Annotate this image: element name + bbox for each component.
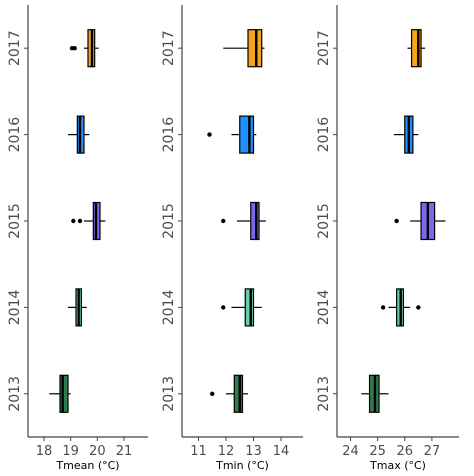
panel-1-x-tick-label: 21 [116, 444, 133, 459]
panel-3-outlier-2015 [394, 218, 399, 224]
panel-3-x-tick-label: 26 [397, 444, 414, 459]
panel-2-box-2015 [250, 201, 260, 241]
panel-2-box-2016 [239, 115, 255, 154]
panel-3-box-2017 [410, 29, 422, 68]
panel-2-y-tick-label: 2016 [161, 117, 177, 153]
panel-3-y-tick-label: 2017 [316, 30, 332, 66]
panel-2-x-axis-title: Tmin (°C) [215, 459, 269, 472]
panel-2-x-tick-label: 11 [190, 444, 207, 459]
panel-3-y-tick-label: 2015 [316, 203, 332, 239]
panel-1-outlier-2015 [71, 218, 76, 224]
panel-2-box-2017 [247, 29, 263, 68]
panel-2-outlier-2016 [207, 132, 212, 137]
panel-1-x-tick-label: 18 [36, 444, 53, 459]
panel-3-x-tick-label: 25 [369, 444, 386, 459]
panel-2-y-tick-label: 2017 [161, 30, 177, 66]
panel-2-x-tick-label: 12 [218, 444, 235, 459]
panel-1-y-tick-label: 2015 [7, 203, 23, 239]
panel-3-y-tick-label: 2014 [316, 289, 332, 325]
panel-3-y-tick-label: 2013 [316, 376, 332, 412]
panel-2-outlier-2014 [221, 305, 226, 310]
panel-3-x-axis-title: Tmax (°C) [369, 459, 426, 472]
panel-1-x-axis-title: Tmean (°C) [55, 459, 119, 472]
panel-3-y-tick-label: 2016 [316, 117, 332, 153]
panel-1-y-tick-label: 2014 [7, 289, 23, 325]
panel-1-y-tick-label: 2016 [7, 117, 23, 153]
panel-2-x-tick-label: 13 [245, 444, 262, 459]
panel-3-x-tick-label: 24 [342, 444, 359, 459]
panel-2-y-tick-label: 2013 [161, 376, 177, 412]
panel-2-box-2013 [233, 374, 244, 413]
panel-3-outlier-2014 [416, 305, 421, 310]
panel-1-box-2013 [59, 374, 69, 413]
panel-1-outlier-2015 [77, 218, 83, 224]
panel-2-y-tick-label: 2014 [161, 289, 177, 325]
panel-1-y-tick-label: 2013 [7, 376, 23, 412]
panel-2-x-tick-label: 14 [273, 444, 290, 459]
panel-2-box-2014 [244, 288, 255, 327]
panel-1-x-tick-label: 20 [89, 444, 106, 459]
panel-1-y-tick-label: 2017 [7, 30, 23, 66]
panel-3-x-tick-label: 27 [424, 444, 441, 459]
panel-1-x-tick-label: 19 [62, 444, 79, 459]
panel-2-outlier-2013 [210, 391, 215, 396]
panel-3-outlier-2014 [380, 305, 386, 310]
panel-2-y-tick-label: 2015 [161, 203, 177, 239]
panel-1-outlier-2017 [72, 46, 77, 51]
panel-2-outlier-2015 [221, 218, 226, 224]
